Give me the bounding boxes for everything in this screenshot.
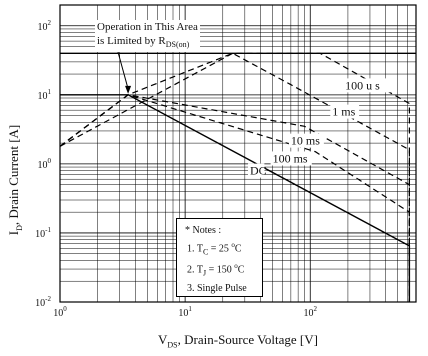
curve-label: 100 ms (273, 151, 308, 165)
x-tick-label: 101 (178, 305, 192, 319)
rds-arrow (117, 51, 132, 94)
x-axis-label: VDS, Drain-Source Voltage [V] (158, 332, 318, 350)
note-1: 1. TC = 25 oC (187, 241, 242, 257)
notes-box: * Notes : 1. TC = 25 oC 2. TJ = 150 oC 3… (176, 218, 263, 297)
y-tick-label: 10-2 (35, 295, 51, 309)
curve-dc (60, 94, 411, 302)
rds-line-2: is Limited by RDS(on) (97, 35, 190, 50)
y-tick-label: 100 (38, 157, 52, 171)
x-tick-label: 102 (304, 305, 318, 319)
curve-labels: 100 u s 1 ms 10 ms 100 ms DC (248, 78, 391, 178)
curve-label-bg (343, 78, 391, 93)
curve-label-bg (330, 104, 360, 119)
y-tick-label: 10-1 (35, 226, 51, 240)
curve-label-bg (270, 151, 312, 166)
plot-frame (59, 4, 417, 303)
note-3: 3. Single Pulse (187, 282, 247, 294)
curve-label-bg (288, 133, 324, 148)
curve-label: DC (250, 164, 267, 178)
curve-label: 1 ms (332, 105, 355, 119)
curve-label: 100 u s (345, 78, 380, 92)
note-2: 2. TJ = 150 oC (187, 262, 245, 278)
curve-label-bg (248, 163, 265, 178)
y-tick-label: 102 (38, 19, 52, 33)
y-axis-label: ID, Drain Current [A] (6, 124, 24, 236)
x-tick-label: 100 (53, 305, 67, 319)
curve-100-ms (59, 94, 410, 302)
rds-line-1: Operation in This Area (97, 21, 198, 33)
y-axis-label-wrap: ID, Drain Current [A] (2, 60, 28, 300)
arrow-head (125, 85, 132, 94)
notes-title: * Notes : (185, 225, 222, 236)
curve-label: 10 ms (291, 134, 320, 148)
curves (59, 52, 416, 302)
rds-limit-annotation: Operation in This Area is Limited by RDS… (95, 20, 200, 53)
y-tick-label: 101 (38, 88, 52, 102)
arrow-shaft (117, 51, 129, 89)
